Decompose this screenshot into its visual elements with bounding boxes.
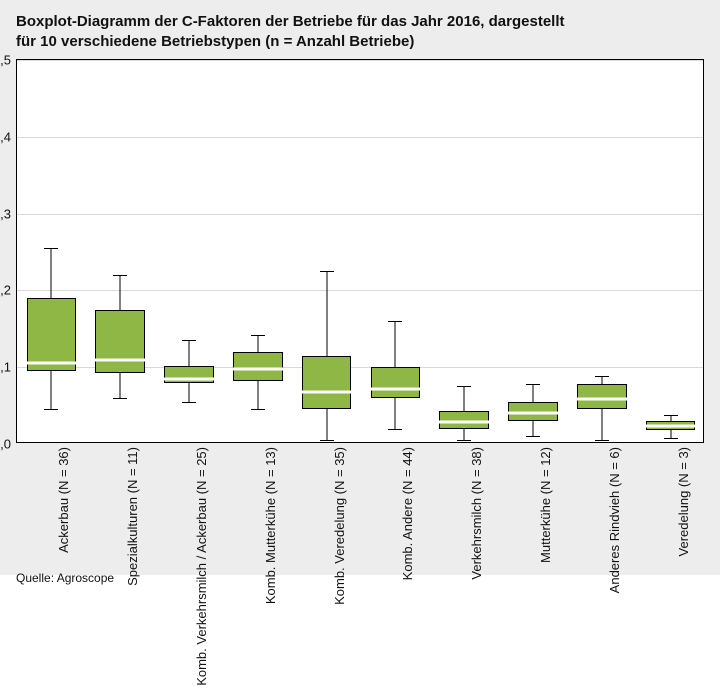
chart-title: Boxplot-Diagramm der C-Faktoren der Betr… <box>16 12 704 51</box>
box-5 <box>371 60 421 442</box>
whisker-cap-top <box>664 415 678 416</box>
box-3 <box>233 60 283 442</box>
median-line <box>439 421 489 424</box>
y-tick-label: 0,5 <box>0 53 17 68</box>
boxes-layer <box>17 60 703 442</box>
x-tick-label: Veredelung (N = 3) <box>676 447 692 556</box>
y-tick-label: 0,4 <box>0 129 17 144</box>
median-line <box>27 362 77 365</box>
box-rect <box>439 411 489 429</box>
median-line <box>508 412 558 415</box>
whisker-cap-bottom <box>44 409 58 410</box>
plot-area: 0,00,10,20,30,40,5 <box>16 59 704 443</box>
y-tick-label: 0,1 <box>0 360 17 375</box>
whisker-cap-top <box>320 271 334 272</box>
whisker-cap-top <box>457 386 471 387</box>
whisker-cap-bottom <box>388 429 402 430</box>
box-7 <box>508 60 558 442</box>
whisker-cap-top <box>388 321 402 322</box>
box-rect <box>371 367 421 398</box>
chart-inner: 0,00,10,20,30,40,5 Ackerbau (N = 36)Spez… <box>16 59 704 569</box>
median-line <box>95 358 145 361</box>
whisker-cap-top <box>526 384 540 385</box>
median-line <box>371 387 421 390</box>
median-line <box>302 390 352 393</box>
median-line <box>577 398 627 401</box>
whisker-cap-bottom <box>320 440 334 441</box>
x-tick-label: Komb. Veredelung (N = 35) <box>332 447 348 605</box>
whisker-cap-top <box>113 275 127 276</box>
y-tick-label: 0,3 <box>0 206 17 221</box>
chart-wrap: 0,00,10,20,30,40,5 Ackerbau (N = 36)Spez… <box>16 59 704 569</box>
box-rect <box>302 356 352 410</box>
whisker-cap-top <box>595 376 609 377</box>
x-tick-label: Anderes Rindvieh (N = 6) <box>607 447 623 593</box>
box-0 <box>27 60 77 442</box>
median-line <box>233 367 283 370</box>
whisker-cap-top <box>44 248 58 249</box>
whisker-cap-bottom <box>526 436 540 437</box>
median-line <box>164 377 214 380</box>
x-tick-label: Verkehrsmilch (N = 38) <box>469 447 485 580</box>
whisker-cap-bottom <box>182 402 196 403</box>
y-tick-label: 0,0 <box>0 437 17 452</box>
box-6 <box>439 60 489 442</box>
median-line <box>646 425 696 428</box>
whisker-cap-top <box>251 335 265 336</box>
whisker-cap-bottom <box>595 440 609 441</box>
x-tick-label: Komb. Verkehrsmilch / Ackerbau (N = 25) <box>194 447 210 686</box>
chart-card: Boxplot-Diagramm der C-Faktoren der Betr… <box>0 0 720 575</box>
box-9 <box>646 60 696 442</box>
whisker-cap-bottom <box>113 398 127 399</box>
x-tick-label: Spezialkulturen (N = 11) <box>125 447 141 586</box>
box-rect <box>577 384 627 409</box>
y-tick-label: 0,2 <box>0 283 17 298</box>
whisker-cap-top <box>182 340 196 341</box>
whisker-cap-bottom <box>457 440 471 441</box>
whisker-cap-bottom <box>251 409 265 410</box>
box-4 <box>302 60 352 442</box>
box-rect <box>27 298 77 371</box>
box-2 <box>164 60 214 442</box>
box-1 <box>95 60 145 442</box>
x-axis-labels: Ackerbau (N = 36)Spezialkulturen (N = 11… <box>16 443 704 569</box>
whisker-cap-bottom <box>664 438 678 439</box>
box-rect <box>95 310 145 373</box>
x-tick-label: Ackerbau (N = 36) <box>56 447 72 553</box>
x-tick-label: Mutterkühe (N = 12) <box>538 447 554 563</box>
x-tick-label: Komb. Andere (N = 44) <box>400 447 416 580</box>
box-8 <box>577 60 627 442</box>
source-text: Quelle: Agroscope <box>16 571 704 585</box>
x-tick-label: Komb. Mutterkühe (N = 13) <box>263 447 279 604</box>
